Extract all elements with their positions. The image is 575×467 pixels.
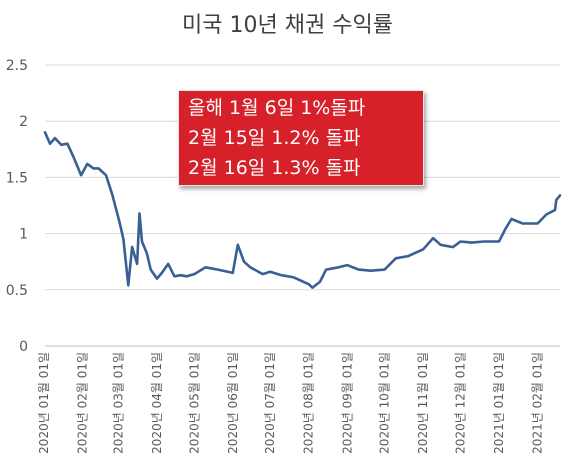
- x-tick-label: 2020년 07월 01일: [263, 352, 277, 454]
- x-tick-label: 2021년 01월 01일: [492, 352, 506, 454]
- annotation-line-2: 2월 15일 1.2% 돌파: [188, 127, 361, 149]
- x-tick-label: 2020년 02월 01일: [75, 352, 89, 454]
- annotation-line-3: 2월 16일 1.3% 돌파: [188, 157, 361, 179]
- y-tick-label: 2.5: [6, 58, 28, 74]
- x-tick-label: 2020년 08월 01일: [302, 352, 316, 454]
- x-tick-label: 2021년 02월 01일: [531, 352, 545, 454]
- x-tick-label: 2020년 03월 01일: [111, 352, 125, 454]
- x-tick-label: 2020년 04월 01일: [150, 352, 164, 454]
- series-line: [43, 131, 562, 289]
- x-axis: 2020년 01월 01일 2020년 02월 01일 2020년 03월 01일 2…: [37, 345, 560, 454]
- x-tick-label: 2020년 12월 01일: [453, 352, 467, 454]
- plot-area: [43, 131, 562, 289]
- x-tick-label: 2020년 01월 01일: [37, 352, 51, 454]
- annotation-line-1: 올해 1월 6일 1%돌파: [188, 97, 366, 119]
- x-tick-label: 2020년 05월 01일: [187, 352, 201, 454]
- y-tick-label: 0: [19, 339, 28, 355]
- x-tick-label: 2020년 06월 01일: [226, 352, 240, 454]
- y-tick-label: 2: [19, 114, 28, 130]
- y-axis: 0 0.5 1 1.5 2 2.5: [6, 58, 28, 355]
- x-tick-label: 2020년 09월 01일: [340, 352, 354, 454]
- chart-title: 미국 10년 채권 수익률: [182, 13, 393, 38]
- y-tick-label: 1: [19, 227, 28, 243]
- y-tick-label: 0.5: [6, 283, 28, 299]
- annotation-box: 올해 1월 6일 1%돌파 2월 15일 1.2% 돌파 2월 16일 1.3%…: [178, 90, 424, 186]
- x-tick-label: 2020년 11월 01일: [416, 352, 430, 454]
- x-tick-label: 2020년 10월 01일: [378, 352, 392, 454]
- y-tick-label: 1.5: [6, 170, 28, 186]
